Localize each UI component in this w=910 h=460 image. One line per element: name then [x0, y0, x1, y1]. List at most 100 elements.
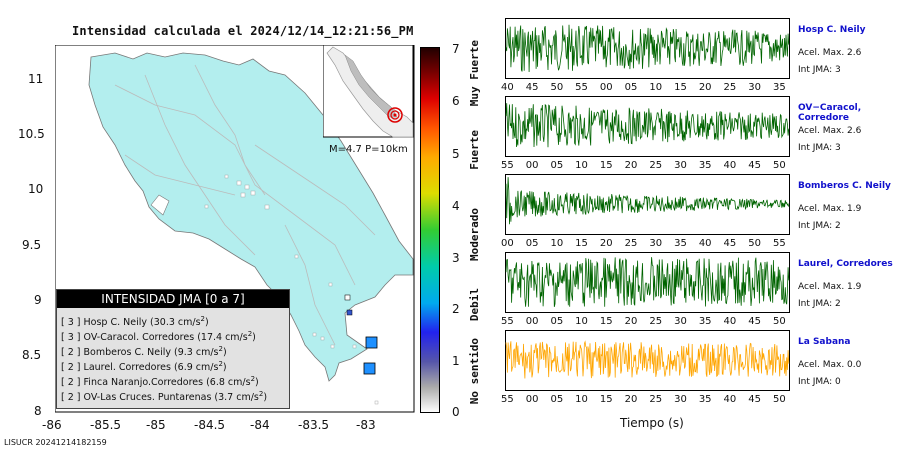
waveform-tick: 30: [649, 238, 663, 249]
waveform-tick: 30: [674, 160, 687, 171]
waveform-tick: 15: [599, 160, 613, 171]
waveform-tick: 40: [723, 160, 737, 171]
y-tick: 9: [34, 293, 42, 307]
scale-tick: 7: [452, 42, 460, 56]
waveform-trace: [505, 24, 790, 73]
scale-tick: 0: [452, 405, 460, 419]
waveform-tick: 00: [525, 160, 539, 171]
inset-label: M=4.7 P=10km: [329, 144, 408, 155]
waveform-tick: 25: [649, 160, 663, 171]
x-tick: -86: [42, 418, 62, 432]
legend-item: [ 2 ] Bomberos C. Neily (9.3 cm/s2): [61, 345, 227, 359]
waveform-trace: [505, 177, 790, 225]
station-acel: Acel. Max. 0.0: [798, 360, 862, 370]
map-title: Intensidad calculada el 2024/12/14_12:21…: [72, 24, 414, 38]
waveform-tick: 25: [624, 238, 638, 249]
scale-tick: 5: [452, 147, 460, 161]
waveform-tick: 05: [624, 82, 638, 93]
station-marker-laurel: [363, 362, 376, 375]
station-jma: Int JMA: 0: [798, 377, 841, 387]
waveform-tick: 45: [723, 238, 737, 249]
waveform-tick: 20: [624, 394, 638, 405]
waveform-trace: [505, 340, 790, 379]
waveform-trace: [505, 103, 790, 148]
waveform-tick: 00: [501, 238, 514, 249]
waveform-tick: 15: [599, 316, 613, 327]
station-jma: Int JMA: 2: [798, 221, 841, 231]
waveform-tick: 50: [773, 316, 786, 327]
intensity-color-scale: [420, 47, 440, 413]
station-name: La Sabana: [798, 337, 851, 347]
waveform-tick: 40: [723, 316, 737, 327]
waveform-tick: 05: [550, 160, 564, 171]
legend-item: [ 2 ] OV-Las Cruces. Puntarenas (3.7 cm/…: [61, 390, 268, 404]
x-tick: -84.5: [194, 418, 226, 432]
waveform-tick: 55: [773, 238, 786, 249]
waveform-tick: 20: [624, 160, 638, 171]
waveform-tick: 30: [674, 394, 687, 405]
waveform-tick: 20: [698, 82, 712, 93]
epicenter-marker: [387, 107, 403, 123]
waveform-tick: 10: [575, 316, 588, 327]
station-name: Bomberos C. Neily: [798, 181, 891, 191]
scale-tick: 3: [452, 251, 460, 265]
waveform-tick: 25: [723, 82, 737, 93]
station-name: Laurel, Corredores: [798, 259, 893, 269]
station-name: Hosp C. Neily: [798, 25, 866, 35]
waveform-panels: [505, 18, 790, 391]
waveform-tick: 10: [550, 238, 564, 249]
scale-label: Fuerte: [468, 130, 481, 170]
waveform-tick: 10: [649, 82, 663, 93]
scale-label: Moderado: [468, 208, 481, 261]
waveform-tick: 15: [575, 238, 588, 249]
y-tick: 10.5: [18, 127, 45, 141]
waveform-tick: 45: [525, 82, 539, 93]
waveform-tick: 00: [599, 82, 613, 93]
station-jma: Int JMA: 3: [798, 65, 841, 75]
waveform-tick: 45: [748, 160, 761, 171]
station-acel: Acel. Max. 2.6: [798, 126, 862, 136]
x-tick: -85: [146, 418, 166, 432]
waveform-trace: [505, 257, 790, 307]
waveform-tick: 40: [698, 238, 712, 249]
waveform-tick: 25: [649, 394, 663, 405]
waveform-tick: 15: [599, 394, 613, 405]
station-marker-bomberos: [344, 294, 351, 301]
scale-tick: 2: [452, 302, 460, 316]
waveform-tick: 00: [525, 394, 539, 405]
x-tick: -85.5: [90, 418, 122, 432]
station-name: OV−Caracol, Corredore: [798, 103, 862, 123]
station-marker-hosp-neily: [365, 336, 378, 349]
footer-id: LISUCR 20241214182159: [4, 438, 107, 447]
scale-tick: 4: [452, 199, 460, 213]
waveform-tick: 10: [575, 160, 588, 171]
waveform-tick: 55: [501, 316, 514, 327]
station-acel: Acel. Max. 1.9: [798, 204, 862, 214]
waveform-tick: 55: [501, 394, 514, 405]
inset-map: [323, 45, 414, 138]
x-tick: -83.5: [298, 418, 330, 432]
waveform-tick: 55: [501, 160, 514, 171]
x-tick: -84: [250, 418, 270, 432]
station-acel: Acel. Max. 1.9: [798, 282, 862, 292]
waveform-tick: 30: [748, 82, 761, 93]
waveform-tick: 05: [550, 316, 564, 327]
y-tick: 10: [28, 182, 44, 196]
y-tick: 9.5: [22, 238, 42, 252]
waveform-tick: 25: [649, 316, 663, 327]
waveform-tick: 35: [698, 160, 712, 171]
waveform-tick: 50: [748, 238, 761, 249]
intensity-legend: INTENSIDAD JMA [0 a 7] [ 3 ] Hosp C. Nei…: [56, 289, 290, 409]
waveform-tick: 50: [550, 82, 564, 93]
x-tick: -83: [356, 418, 376, 432]
waveform-xlabel: Tiempo (s): [620, 416, 684, 430]
station-marker-caracol: [346, 309, 353, 316]
station-jma: Int JMA: 3: [798, 143, 841, 153]
waveform-tick: 55: [575, 82, 588, 93]
waveform-tick: 05: [550, 394, 564, 405]
scale-label: No sentido: [468, 338, 481, 405]
waveform-tick: 40: [501, 82, 514, 93]
waveform-tick: 35: [674, 238, 687, 249]
station-acel: Acel. Max. 2.6: [798, 48, 862, 58]
scale-tick: 1: [452, 354, 460, 368]
